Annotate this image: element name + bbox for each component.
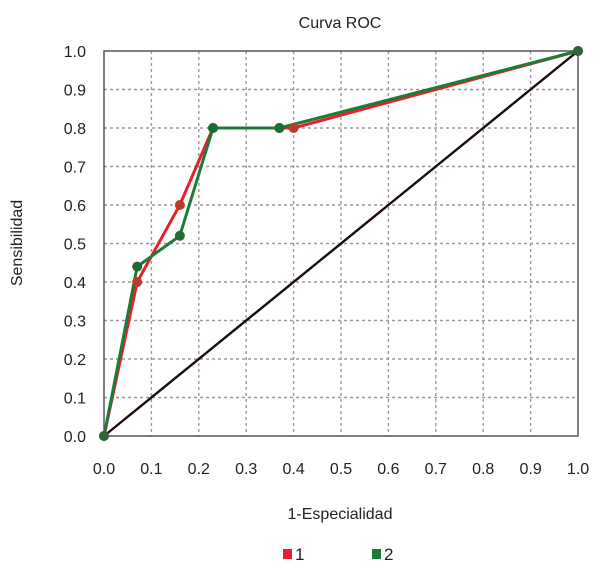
legend-label-2: 2	[384, 545, 393, 564]
y-tick-label: 0.5	[64, 237, 86, 254]
x-tick-label: 0.9	[519, 461, 541, 478]
series-1-point	[174, 200, 185, 210]
plot-area	[99, 46, 583, 441]
legend-label-1: 1	[295, 545, 304, 564]
x-tick-label: 0.2	[188, 461, 210, 478]
y-tick-labels: 0.0 0.1 0.2 0.3 0.4 0.5 0.6 0.7 0.8 0.9 1.0	[64, 44, 86, 446]
y-tick-label: 0.8	[64, 121, 86, 138]
x-tick-label: 0.4	[282, 461, 304, 478]
y-tick-label: 0.0	[64, 429, 86, 446]
x-tick-label: 1.0	[567, 461, 589, 478]
series-1-point	[288, 123, 299, 133]
series-2-point	[132, 261, 143, 272]
y-tick-label: 0.7	[64, 160, 86, 177]
y-axis-label: Sensibilidad	[9, 200, 26, 286]
reference-diagonal	[103, 50, 579, 437]
reference-line	[103, 50, 579, 437]
series-markers	[99, 46, 583, 441]
x-tick-labels: 0.0 0.1 0.2 0.3 0.4 0.5 0.6 0.7 0.8 0.9 1.0	[93, 461, 589, 478]
chart-title: Curva ROC	[299, 15, 382, 32]
x-axis-label: 1-Especialidad	[288, 506, 393, 523]
y-tick-label: 0.2	[64, 352, 86, 369]
y-tick-label: 0.6	[64, 198, 86, 215]
series-2-point	[174, 230, 185, 241]
y-tick-label: 0.3	[64, 314, 86, 331]
x-tick-label: 0.7	[425, 461, 447, 478]
y-tick-label: 1.0	[64, 44, 86, 61]
series-1-point	[132, 277, 143, 287]
x-tick-label: 0.5	[330, 461, 352, 478]
plot-frame	[103, 50, 579, 437]
y-tick-label: 0.1	[64, 391, 86, 408]
x-tick-label: 0.3	[235, 461, 257, 478]
x-tick-label: 0.8	[472, 461, 494, 478]
x-tick-label: 0.1	[140, 461, 162, 478]
series-2-point	[208, 123, 219, 133]
series-2-line	[102, 49, 579, 437]
y-tick-label: 0.9	[64, 83, 86, 100]
y-tick-label: 0.4	[64, 275, 86, 292]
legend-swatch-1	[283, 549, 292, 559]
x-tick-label: 0.0	[93, 461, 115, 478]
series-2-point	[274, 123, 285, 133]
x-tick-label: 0.6	[377, 461, 399, 478]
legend-swatch-2	[372, 549, 381, 559]
